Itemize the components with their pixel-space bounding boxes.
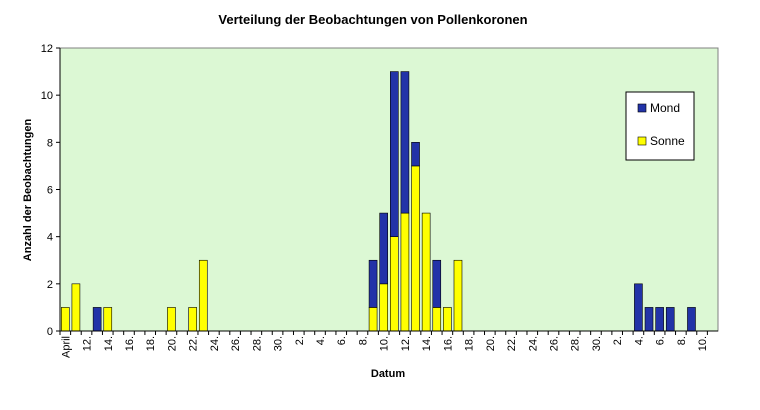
bar-segment (61, 307, 70, 332)
bar-segment (453, 259, 463, 332)
chart-title: Verteilung der Beobachtungen von Pollenk… (218, 12, 527, 27)
bar-segment (634, 283, 643, 332)
bar-segment (421, 212, 431, 332)
bar-segment (368, 307, 378, 332)
bar-segment (198, 259, 208, 332)
bar-segment (368, 259, 378, 308)
x-axis-label: Datum (371, 368, 405, 380)
x-tick-label: 22. (188, 336, 200, 351)
x-tick-label: 4. (315, 336, 327, 345)
bar-segment (379, 212, 388, 285)
plot-area (59, 47, 719, 332)
bar-segment (71, 283, 81, 332)
bar-segment (379, 283, 388, 332)
bar-segment (644, 307, 654, 332)
bar-segment (432, 307, 442, 332)
x-tick-label: 28. (570, 336, 582, 351)
x-tick-label: 6. (655, 336, 667, 345)
x-tick-label: 14. (103, 336, 115, 351)
x-tick-label: 4. (633, 336, 645, 345)
bar-segment (103, 307, 113, 332)
bar-segment (411, 142, 420, 167)
x-tick-label: 6. (336, 336, 348, 345)
x-tick-label: 18. (145, 336, 157, 351)
bar-segment (665, 307, 675, 332)
x-tick-label: 28. (251, 336, 263, 351)
y-tick-label: 2 (47, 279, 53, 291)
x-tick-label: 26. (230, 336, 242, 351)
legend-box (625, 91, 695, 161)
x-tick-label: 16. (442, 336, 454, 351)
bar-segment (411, 165, 420, 332)
x-tick-label: 10. (379, 336, 391, 351)
bar-segment (92, 307, 102, 332)
bar-segment (687, 307, 696, 332)
x-tick-label: 22. (506, 336, 518, 351)
bar-segment (400, 71, 410, 214)
bar-segment (443, 307, 452, 332)
x-tick-label: 12. (82, 336, 94, 351)
x-tick-label: 8. (676, 336, 688, 345)
x-tick-label: 30. (591, 336, 603, 351)
bar-segment (390, 71, 399, 237)
x-tick-label: 20. (485, 336, 497, 351)
bar-segment (432, 259, 442, 308)
y-axis-label: Anzahl der Beobachtungen (22, 119, 34, 262)
x-tick-label: 2. (294, 336, 306, 345)
x-tick-label: 18. (464, 336, 476, 351)
y-tick-label: 12 (41, 43, 53, 55)
y-tick-label: 8 (47, 137, 53, 149)
bar-segment (390, 236, 399, 332)
x-tick-label: 12. (400, 336, 412, 351)
bar-segment (167, 307, 176, 332)
legend-label: Sonne (650, 134, 685, 148)
bar-segment (188, 307, 197, 332)
legend-label: Mond (650, 101, 680, 115)
y-tick-label: 10 (41, 90, 53, 102)
x-tick-label: 16. (124, 336, 136, 351)
x-tick-label: 10. (697, 336, 709, 351)
bar-segment (655, 307, 664, 332)
x-tick-label: 24. (209, 336, 221, 351)
x-tick-label: 24. (527, 336, 539, 351)
y-tick-label: 4 (47, 232, 53, 244)
x-tick-label: 8. (357, 336, 369, 345)
y-tick-label: 6 (47, 185, 53, 197)
x-tick-label: 2. (612, 336, 624, 345)
x-tick-label: April (60, 336, 72, 358)
x-tick-label: 14. (421, 336, 433, 351)
x-tick-label: 20. (166, 336, 178, 351)
y-tick-label: 0 (47, 326, 53, 338)
x-tick-label: 26. (549, 336, 561, 351)
legend-swatch (637, 136, 647, 146)
legend-swatch (637, 103, 647, 113)
bar-segment (400, 212, 410, 332)
x-tick-label: 30. (273, 336, 285, 351)
